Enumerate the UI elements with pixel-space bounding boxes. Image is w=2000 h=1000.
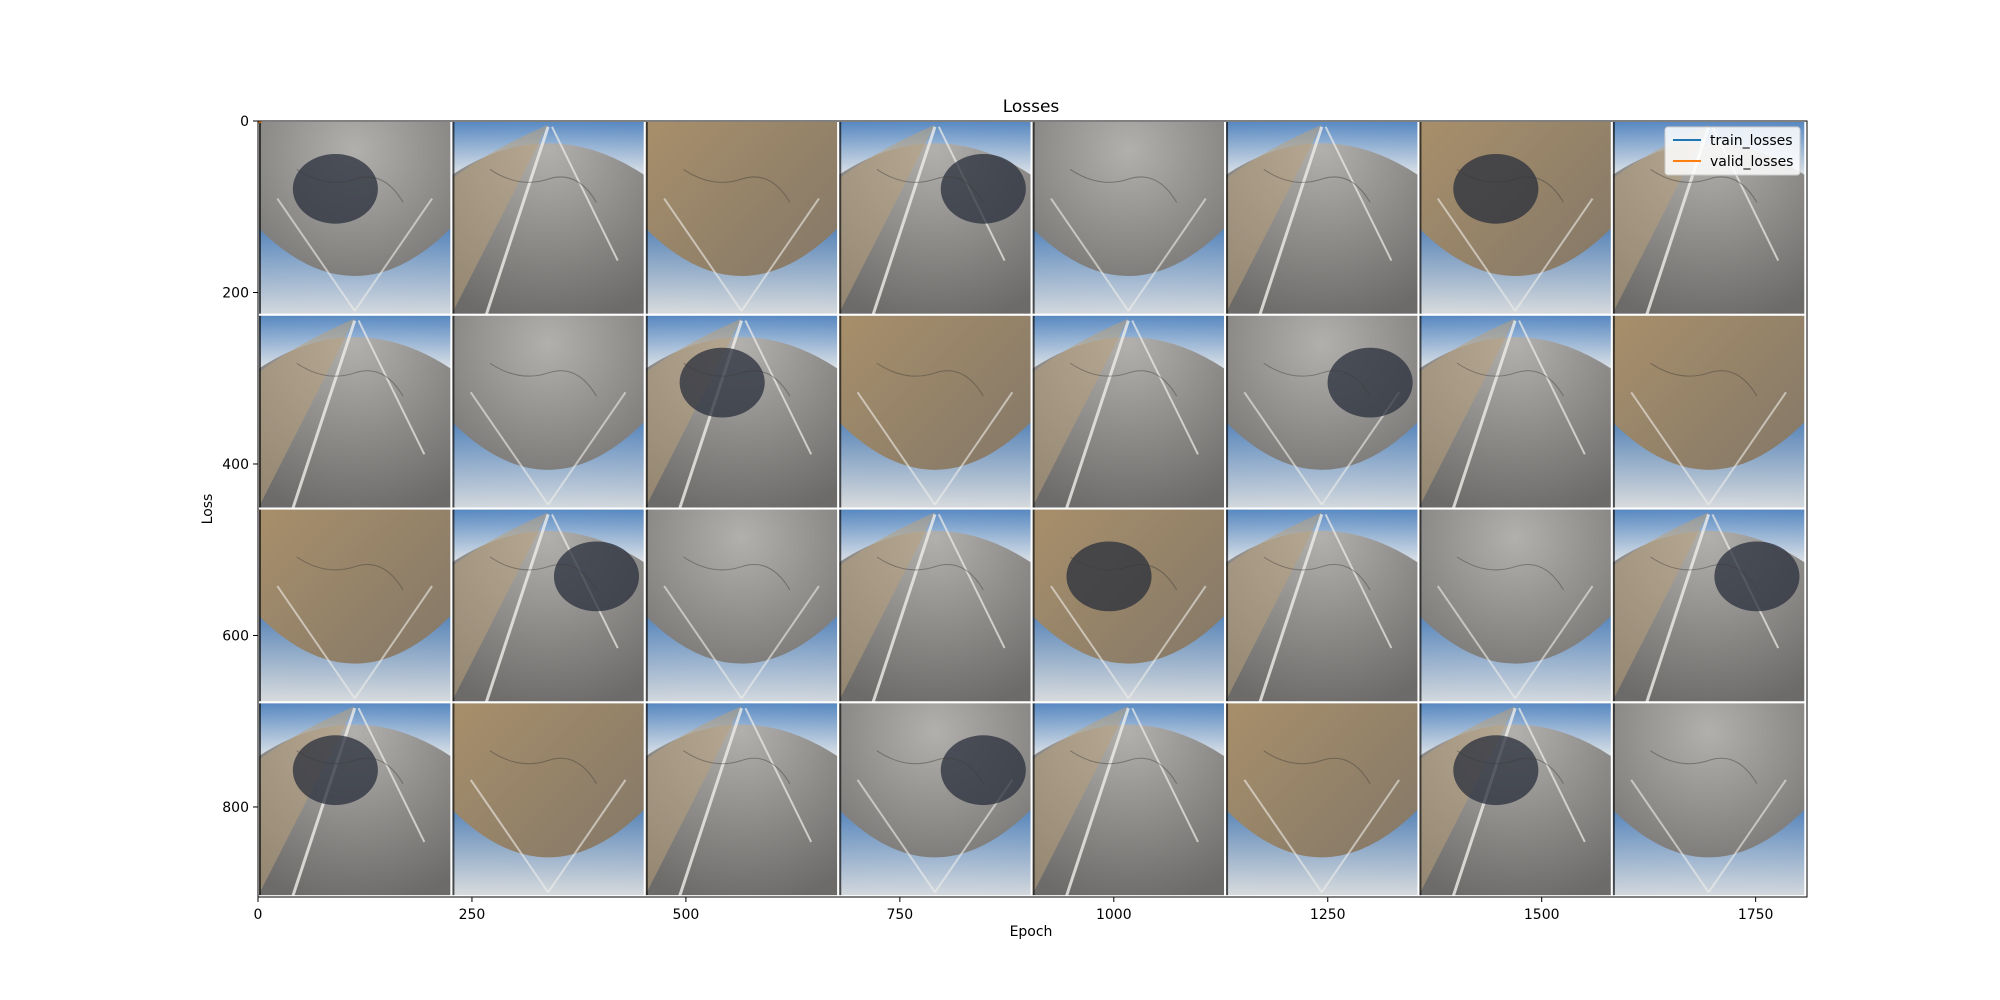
legend: train_losses valid_losses — [1664, 126, 1801, 176]
road-image-tile — [1224, 120, 1420, 316]
road-image-tile — [1417, 313, 1613, 510]
x-tick-label: 0 — [254, 907, 263, 923]
road-image-tile — [1417, 120, 1613, 316]
road-image-tile — [1224, 313, 1420, 510]
y-axis-label: Loss — [200, 494, 216, 525]
series-lines — [257, 120, 262, 124]
axes-frame — [257, 120, 1808, 898]
y-tick-label: 800 — [222, 800, 249, 816]
x-axis: 0 250 500 750 1000 1250 1500 1750 — [254, 897, 1774, 923]
road-image-tile — [1224, 701, 1420, 898]
chart-title: Losses — [1003, 97, 1060, 117]
x-tick-label: 500 — [673, 907, 700, 923]
image-grid — [257, 120, 1807, 898]
road-image-tile — [1417, 507, 1613, 704]
road-image-tile — [1417, 701, 1613, 898]
road-image-tile — [643, 701, 840, 898]
series-line-valid-losses — [257, 120, 262, 124]
y-tick-label: 200 — [222, 285, 249, 301]
road-image-tile — [1030, 313, 1227, 510]
road-image-tile — [257, 507, 453, 704]
legend-label-train-losses: train_losses — [1710, 133, 1793, 149]
road-image-tile — [450, 701, 646, 898]
road-image-tile — [1224, 507, 1420, 704]
road-image-tile — [837, 313, 1033, 510]
x-tick-label: 1250 — [1310, 907, 1346, 923]
x-tick-label: 1000 — [1096, 907, 1132, 923]
x-tick-label: 1750 — [1738, 907, 1774, 923]
road-image-tile — [837, 120, 1033, 316]
road-image-tile — [643, 507, 840, 704]
y-tick-label: 400 — [222, 457, 249, 473]
road-image-tile — [257, 701, 453, 898]
x-tick-label: 750 — [886, 907, 913, 923]
legend-label-valid-losses: valid_losses — [1710, 154, 1793, 170]
x-tick-label: 250 — [459, 907, 486, 923]
road-image-tile — [643, 120, 840, 316]
road-image-tile — [450, 313, 646, 510]
road-image-tile — [1030, 701, 1227, 898]
road-image-tile — [450, 507, 646, 704]
x-tick-label: 1500 — [1524, 907, 1560, 923]
x-axis-label: Epoch — [1010, 924, 1053, 940]
road-image-tile — [1030, 120, 1227, 316]
y-tick-label: 0 — [240, 114, 249, 130]
road-image-tile — [1610, 507, 1807, 704]
y-tick-label: 600 — [222, 628, 249, 644]
road-image-tile — [643, 313, 840, 510]
y-axis: 0 200 400 600 800 — [222, 114, 258, 816]
road-image-tile — [257, 313, 453, 510]
road-image-tile — [1610, 701, 1807, 898]
road-image-tile — [450, 120, 646, 316]
road-image-tile — [257, 120, 453, 316]
road-image-tile — [1610, 313, 1807, 510]
road-image-tile — [837, 701, 1033, 898]
road-image-tile — [1030, 507, 1227, 704]
road-image-tile — [837, 507, 1033, 704]
